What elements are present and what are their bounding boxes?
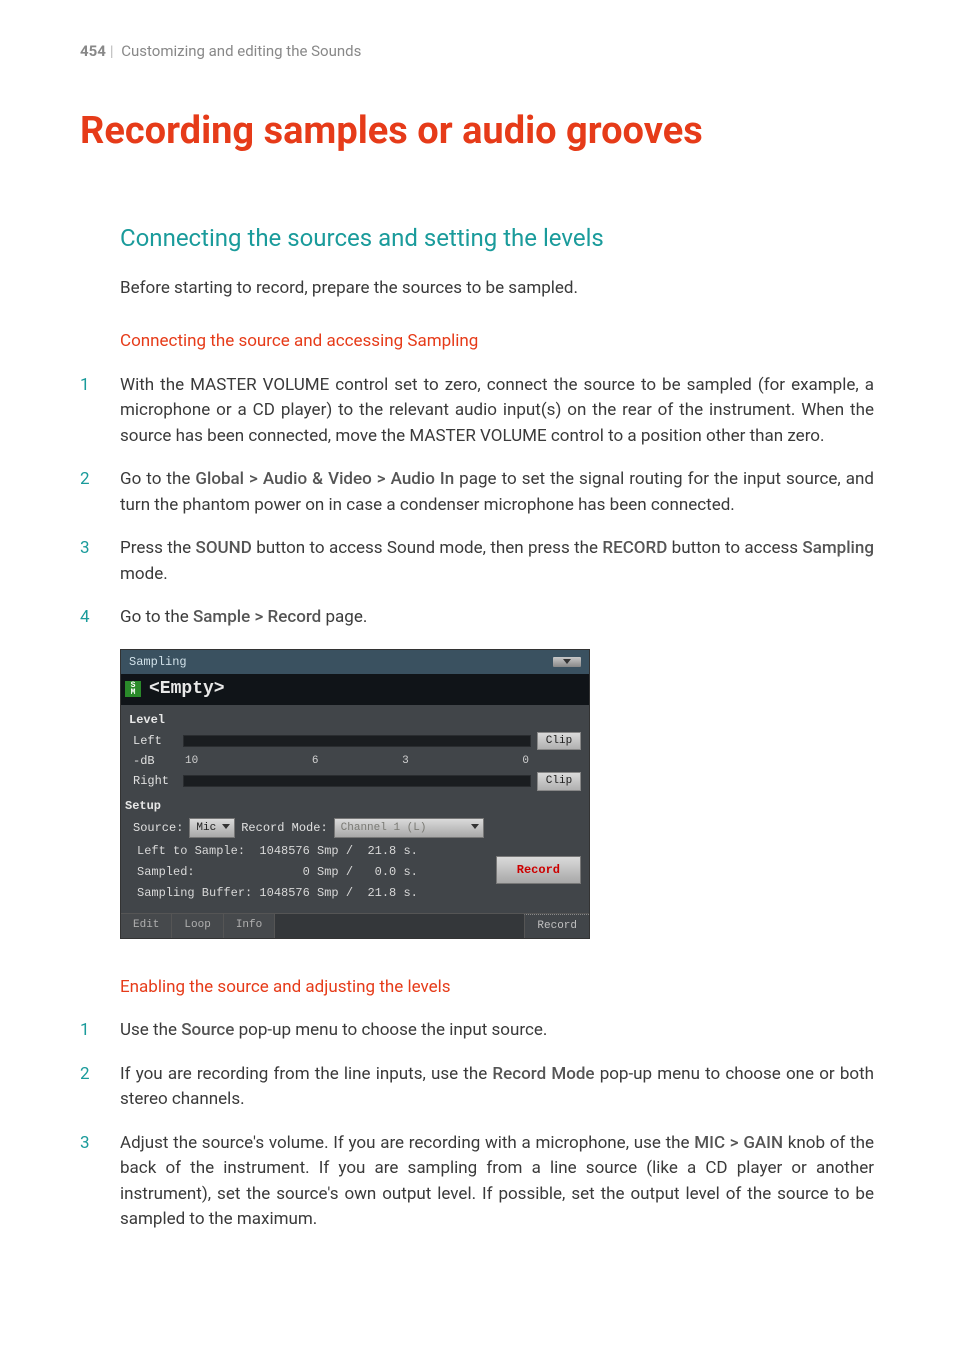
left-to-sample-info: Left to Sample: 1048576 Smp / 21.8 s. <box>133 842 486 860</box>
level-meters: Left Clip -dB 10 6 3 0 Right Clip <box>129 732 581 791</box>
tab-spacer <box>275 914 524 938</box>
step-item: 3 Adjust the source's volume. If you are… <box>80 1131 874 1233</box>
step-item: 4 Go to the Sample > Record page. <box>80 605 874 631</box>
step-text: Go to the Global > Audio & Video > Audio… <box>120 467 874 518</box>
screenshot-tabs: Edit Loop Info Record <box>121 913 589 938</box>
ui-label: MIC > GAIN <box>694 1133 783 1153</box>
screenshot-titlebar: Sampling <box>121 650 589 674</box>
clip-button-left[interactable]: Clip <box>537 732 581 751</box>
step-number: 2 <box>80 467 120 493</box>
ui-label: SOUND <box>196 538 252 558</box>
ui-label: Sampling <box>802 538 874 558</box>
sample-name: <Empty> <box>149 676 225 703</box>
page-number: 454 <box>80 42 106 60</box>
tab-info[interactable]: Info <box>224 914 275 938</box>
step-number: 3 <box>80 1131 120 1157</box>
left-meter <box>183 735 531 747</box>
step-item: 1 With the MASTER VOLUME control set to … <box>80 373 874 450</box>
setup-section-label: Setup <box>125 797 581 815</box>
menu-dropdown-icon[interactable] <box>553 657 581 667</box>
right-label: Right <box>133 772 183 790</box>
db-label: -dB <box>133 752 183 770</box>
source-dropdown[interactable]: Mic <box>189 818 235 839</box>
level-section-label: Level <box>129 711 581 729</box>
step-text: With the MASTER VOLUME control set to ze… <box>120 373 874 450</box>
step-number: 4 <box>80 605 120 631</box>
step-text: If you are recording from the line input… <box>120 1062 874 1113</box>
step-text: Press the SOUND button to access Sound m… <box>120 536 874 587</box>
sampling-buffer-info: Sampling Buffer: 1048576 Smp / 21.8 s. <box>133 884 486 902</box>
step-text: Go to the Sample > Record page. <box>120 605 874 631</box>
intro-text: Before starting to record, prepare the s… <box>120 276 874 302</box>
page-title: Recording samples or audio grooves <box>80 103 874 160</box>
step-text: Adjust the source's volume. If you are r… <box>120 1131 874 1233</box>
setup-info-grid: Left to Sample: 1048576 Smp / 21.8 s. Sa… <box>129 842 581 905</box>
sampled-info: Sampled: 0 Smp / 0.0 s. <box>133 863 486 881</box>
sample-name-row: S M <Empty> <box>121 674 589 705</box>
subsection-heading: Connecting the source and accessing Samp… <box>120 329 874 355</box>
source-label: Source: <box>133 819 183 837</box>
left-label: Left <box>133 732 183 750</box>
subsection-heading: Enabling the source and adjusting the le… <box>120 975 874 1001</box>
ui-path-label: Sample > Record <box>193 607 321 627</box>
tab-record[interactable]: Record <box>524 914 589 938</box>
db-scale: 10 6 3 0 <box>183 753 531 770</box>
step-number: 1 <box>80 1018 120 1044</box>
setup-row: Source: Mic Record Mode: Channel 1 (L) <box>129 818 581 839</box>
ui-path-label: Global > Audio & Video > Audio In <box>195 469 454 489</box>
sm-icon[interactable]: S M <box>125 681 141 697</box>
screenshot-title: Sampling <box>129 653 187 671</box>
record-mode-label: Record Mode: <box>241 819 327 837</box>
tab-loop[interactable]: Loop <box>172 914 223 938</box>
tab-edit[interactable]: Edit <box>121 914 172 938</box>
step-number: 1 <box>80 373 120 399</box>
step-item: 2 Go to the Global > Audio & Video > Aud… <box>80 467 874 518</box>
right-meter <box>183 775 531 787</box>
record-button[interactable]: Record <box>496 856 581 884</box>
step-item: 3 Press the SOUND button to access Sound… <box>80 536 874 587</box>
screenshot-body: Level Left Clip -dB 10 6 3 0 Right Clip … <box>121 705 589 914</box>
step-text: Use the Source pop-up menu to choose the… <box>120 1018 874 1044</box>
step-number: 2 <box>80 1062 120 1088</box>
record-mode-dropdown[interactable]: Channel 1 (L) <box>334 818 484 839</box>
ui-label: Source <box>181 1020 234 1040</box>
step-number: 3 <box>80 536 120 562</box>
page-header: 454| Customizing and editing the Sounds <box>80 40 874 63</box>
clip-button-right[interactable]: Clip <box>537 772 581 791</box>
header-separator: | <box>110 42 114 60</box>
section-heading: Connecting the sources and setting the l… <box>120 220 874 256</box>
sampling-screenshot: Sampling S M <Empty> Level Left Clip -dB… <box>120 649 590 939</box>
chapter-title: Customizing and editing the Sounds <box>121 42 361 60</box>
step-item: 1 Use the Source pop-up menu to choose t… <box>80 1018 874 1044</box>
step-item: 2 If you are recording from the line inp… <box>80 1062 874 1113</box>
ui-label: Record Mode <box>492 1064 594 1084</box>
ui-label: RECORD <box>602 538 667 558</box>
